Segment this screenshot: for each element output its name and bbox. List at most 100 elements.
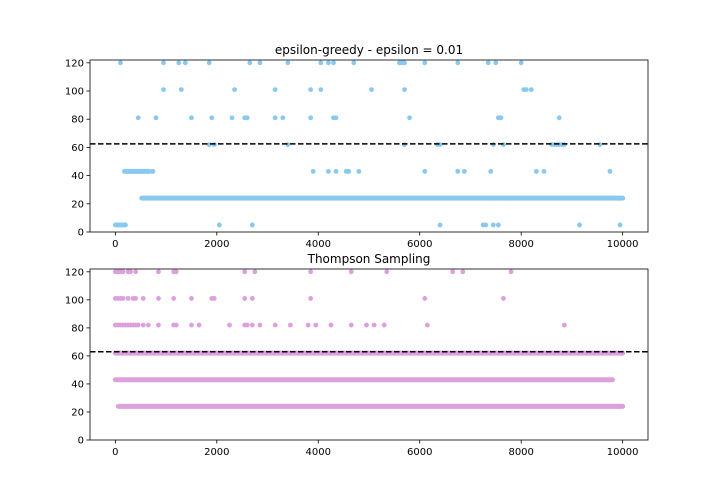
- data-point: [156, 296, 161, 301]
- data-point: [501, 296, 506, 301]
- data-point: [272, 87, 278, 93]
- y-tick-label: 120: [65, 58, 84, 69]
- data-point: [348, 269, 354, 275]
- chart-title: Thompson Sampling: [307, 252, 431, 266]
- data-point: [216, 222, 222, 228]
- data-point-band: [121, 168, 152, 174]
- y-tick-label: 20: [71, 199, 84, 210]
- y-tick-label: 40: [71, 379, 84, 390]
- data-point: [318, 87, 324, 93]
- data-point: [483, 222, 489, 228]
- data-point: [541, 168, 547, 174]
- data-point: [150, 168, 156, 174]
- data-point: [161, 87, 166, 93]
- data-point: [607, 168, 613, 174]
- data-point: [257, 60, 263, 66]
- data-point: [123, 222, 128, 228]
- data-point: [455, 168, 461, 174]
- data-point: [422, 168, 428, 174]
- data-point-band: [112, 377, 615, 383]
- data-point: [252, 269, 258, 275]
- data-point: [242, 296, 248, 301]
- y-tick-label: 20: [71, 407, 84, 418]
- data-point: [518, 60, 524, 66]
- data-point: [461, 168, 467, 174]
- x-tick-label: 10000: [607, 447, 639, 458]
- data-point: [244, 115, 250, 121]
- data-point: [135, 322, 141, 328]
- data-point: [561, 322, 567, 328]
- data-point: [326, 168, 331, 174]
- data-point: [490, 222, 496, 228]
- x-tick-label: 2000: [204, 447, 229, 458]
- data-point: [161, 60, 166, 66]
- data-point: [493, 60, 499, 66]
- data-point: [135, 115, 141, 121]
- data-point: [272, 115, 278, 121]
- y-tick-label: 60: [71, 143, 84, 154]
- data-point: [156, 269, 161, 275]
- x-tick-label: 0: [112, 447, 118, 458]
- data-point: [140, 296, 146, 301]
- data-point: [328, 322, 334, 328]
- axes-frame: [89, 59, 649, 233]
- data-point: [331, 60, 336, 66]
- data-point: [402, 87, 407, 93]
- data-point: [351, 60, 357, 66]
- data-point: [305, 322, 311, 328]
- data-point: [133, 296, 139, 301]
- data-point: [242, 269, 248, 275]
- data-point-band: [115, 403, 626, 409]
- data-point: [125, 296, 131, 301]
- data-point: [424, 322, 430, 328]
- x-tick-label: 4000: [306, 239, 331, 250]
- data-point: [485, 60, 491, 66]
- data-point: [450, 269, 456, 275]
- data-point: [308, 296, 314, 301]
- x-tick-label: 8000: [508, 447, 533, 458]
- data-point: [455, 60, 461, 66]
- data-point: [356, 168, 362, 174]
- data-point: [128, 269, 133, 275]
- epsilon-greedy-chart: 0 2000 4000 6000 8000 10000 0 20 40 60 80 100 120 eps…: [65, 43, 649, 250]
- data-point: [422, 296, 428, 301]
- y-tick-label: 0: [78, 228, 84, 239]
- data-point: [189, 296, 194, 301]
- data-point: [333, 168, 339, 174]
- data-point-band: [112, 350, 626, 356]
- data-point-band: [139, 195, 626, 201]
- y-tick-label: 100: [65, 295, 84, 306]
- data-point: [196, 322, 202, 328]
- data-point: [287, 322, 293, 328]
- data-point: [577, 222, 582, 228]
- data-point: [206, 60, 212, 66]
- data-point: [369, 87, 374, 93]
- data-point: [371, 322, 377, 328]
- data-point: [308, 269, 314, 275]
- data-point: [178, 87, 184, 93]
- x-tick-label: 4000: [306, 447, 331, 458]
- data-point: [407, 115, 412, 121]
- data-point: [384, 269, 390, 275]
- data-point: [257, 322, 263, 328]
- data-point: [326, 60, 331, 66]
- data-point: [153, 115, 159, 121]
- y-tick-label: 120: [65, 267, 84, 278]
- data-point: [211, 296, 217, 301]
- data-point: [249, 222, 255, 228]
- data-point: [229, 115, 235, 121]
- x-tick-label: 6000: [407, 239, 432, 250]
- data-point: [173, 322, 179, 328]
- data-point: [556, 115, 562, 121]
- data-point: [318, 60, 324, 66]
- data-point: [310, 168, 316, 174]
- data-point: [244, 322, 250, 328]
- data-point: [232, 87, 237, 93]
- x-tick-label: 2000: [204, 239, 229, 250]
- data-point: [120, 269, 126, 275]
- data-point: [313, 322, 319, 328]
- data-point: [498, 115, 504, 121]
- y-tick-label: 80: [71, 323, 84, 334]
- data-point: [460, 269, 466, 275]
- data-point: [285, 60, 291, 66]
